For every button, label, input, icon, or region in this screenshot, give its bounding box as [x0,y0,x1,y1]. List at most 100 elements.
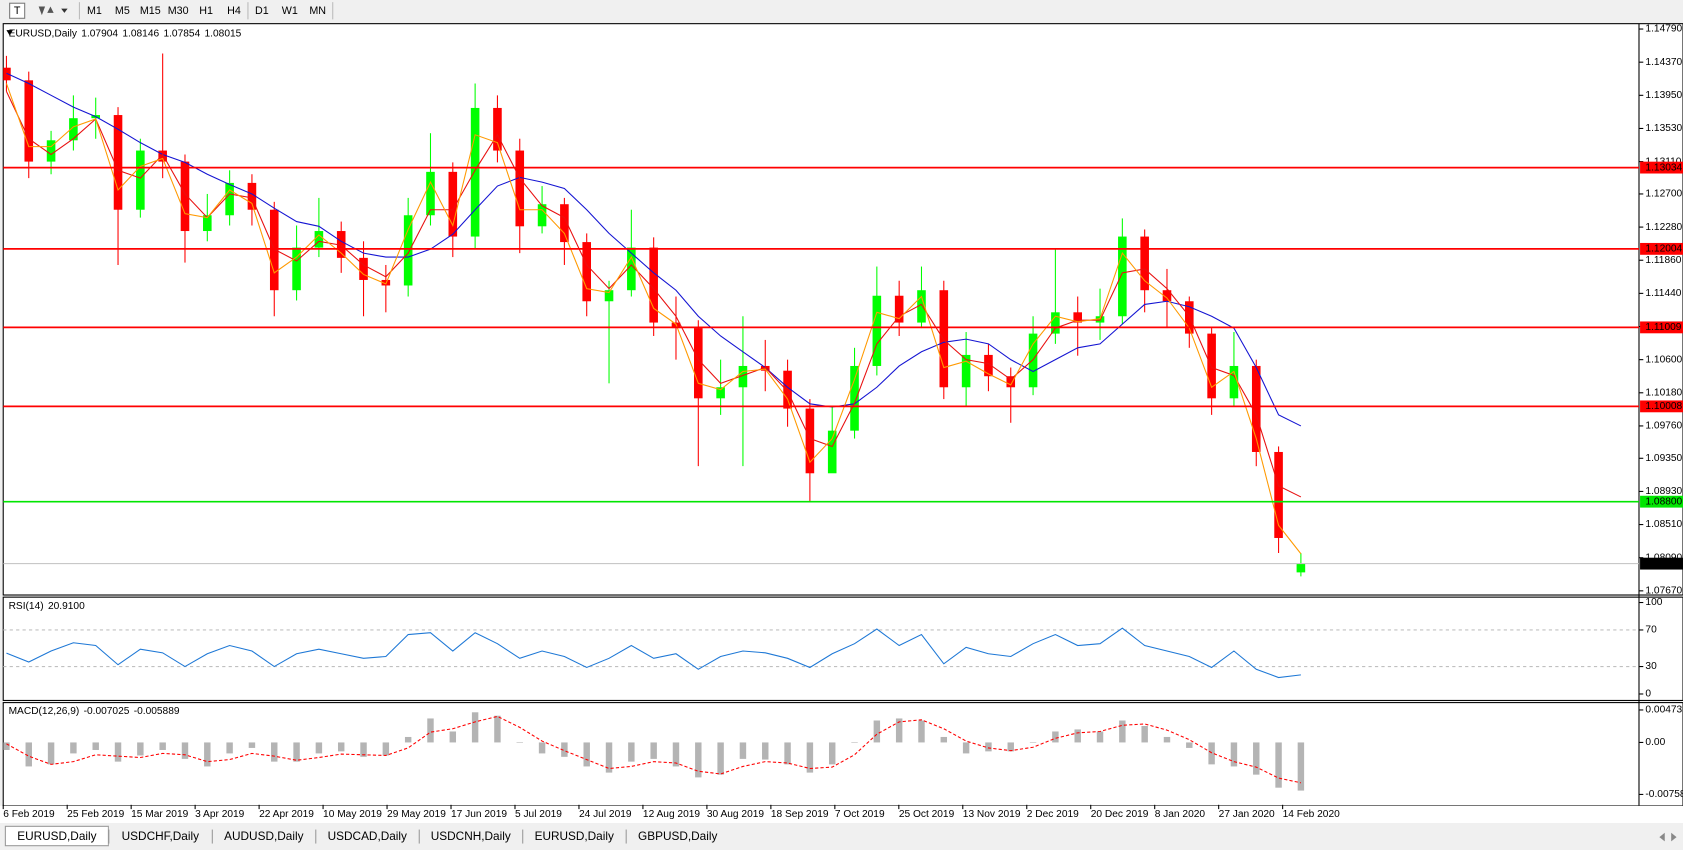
tab-label[interactable]: USDCNH,Daily [431,829,511,843]
macd-bar [1253,742,1260,775]
macd-bar [806,742,814,773]
macd-bar [851,742,858,743]
x-tick-label: 12 Aug 2019 [643,809,700,820]
x-tick-label: 22 Apr 2019 [259,809,314,820]
objects-tool[interactable] [38,6,54,16]
macd-bar [1096,731,1104,743]
candle-body [604,290,614,302]
candle-body [984,354,993,377]
timeframe-button[interactable]: D1 [255,5,269,17]
y-tick-label: 1.09760 [1645,421,1682,432]
current-price-bg [1640,557,1683,570]
macd-bar [828,742,836,765]
timeframe-button[interactable]: M15 [140,5,161,17]
x-tick-label: 15 Mar 2019 [131,809,188,820]
macd-bar [672,742,680,767]
y-tick-label: 1.07670 [1645,586,1682,597]
macd-bar [181,742,189,759]
x-tick-label: 2 Dec 2019 [1027,809,1079,820]
macd-bar [1029,742,1037,743]
macd-bar [114,742,122,762]
candle-body [1140,236,1149,291]
macd-bar [1186,742,1193,748]
tab-scroll-right[interactable] [1671,832,1677,842]
tab[interactable] [108,826,212,846]
candle-body [1296,563,1306,573]
macd-bar [248,742,256,748]
candle-body [939,290,949,388]
current-price-label: 1.08015 [1645,558,1682,569]
tab[interactable] [626,826,730,846]
candle-body [336,231,346,258]
tab[interactable] [315,826,419,846]
x-tick-label: 8 Jan 2020 [1155,809,1206,820]
text-tool[interactable] [9,2,26,19]
x-tick-label: 7 Oct 2019 [835,809,885,820]
tab-label[interactable]: AUDUSD,Daily [224,829,303,843]
candle-body [46,140,56,162]
moving-average [6,72,1302,427]
candle-body [203,215,212,232]
rsi-plot [6,627,1301,679]
timeframe-button[interactable]: M30 [168,5,189,17]
candle-body [158,150,167,162]
header-part: RSI(14) [9,600,44,611]
macd-bar [1052,731,1059,743]
macd-bar [583,742,590,767]
tab-label[interactable]: EURUSD,Daily [17,829,96,843]
tab-scroll-left[interactable] [1659,832,1665,842]
y-tick-label: 1.11860 [1645,255,1681,266]
candle-body [627,247,636,291]
y-tick-label: 1.12280 [1645,222,1682,233]
macd-bar [985,742,992,752]
timeframe-button[interactable]: MN [309,5,326,17]
candle-body [314,231,324,248]
y-tick-label: 70 [1645,625,1657,636]
candle-body [359,257,368,280]
macd-bar [92,742,99,750]
tab[interactable] [419,826,523,846]
timeframe-button[interactable]: M1 [87,5,102,17]
candle-body [493,107,502,151]
macd-bar [940,736,948,743]
candle-body [515,150,525,227]
header-part: -0.005889 [134,706,180,717]
candle-body [1028,333,1038,388]
candle-body [269,209,279,291]
timeframe-button[interactable]: W1 [282,5,298,17]
candle-body [694,328,703,399]
y-tick-label: 1.11440 [1645,288,1681,299]
timeframe-button[interactable]: H1 [199,5,213,17]
dropdown-arrow[interactable] [61,8,68,13]
indicator-header: EURUSD,Daily 1.07904 1.08146 1.07854 1.08015 [9,28,242,39]
tab-label[interactable]: GBPUSD,Daily [638,829,717,843]
macd-bar [382,742,390,756]
collapse-arrow[interactable] [6,30,13,36]
macd-bar [650,742,657,759]
date-axis-bg [0,805,1683,824]
y-tick-label: 1.10180 [1645,387,1682,398]
price-panel [2,23,1683,596]
candle-body [894,295,904,323]
tab-label[interactable]: USDCAD,Daily [328,829,407,843]
timeframe-button[interactable]: M5 [115,5,130,17]
tab-label[interactable]: USDCHF,Daily [122,829,199,843]
macd-bar [204,742,211,767]
candle-body [3,67,11,81]
macd-bar [360,742,367,757]
x-tick-label: 30 Aug 2019 [707,809,764,820]
x-tick-label: 3 Apr 2019 [195,809,245,820]
candle-body [872,295,882,366]
x-tick-label: 14 Feb 2020 [1283,809,1340,820]
y-tick-label: 1.08510 [1645,519,1682,530]
macd-bar [1074,729,1081,743]
timeframe-button[interactable]: H4 [227,5,241,17]
tab[interactable] [522,826,626,846]
level-label-bg [1640,242,1683,255]
level-label-bg [1640,400,1683,413]
macd-bar [695,742,702,778]
y-tick-label: 1.13950 [1645,90,1682,101]
tab-label[interactable]: EURUSD,Daily [535,829,614,843]
macd-bar [271,742,278,762]
tab[interactable] [212,826,316,846]
